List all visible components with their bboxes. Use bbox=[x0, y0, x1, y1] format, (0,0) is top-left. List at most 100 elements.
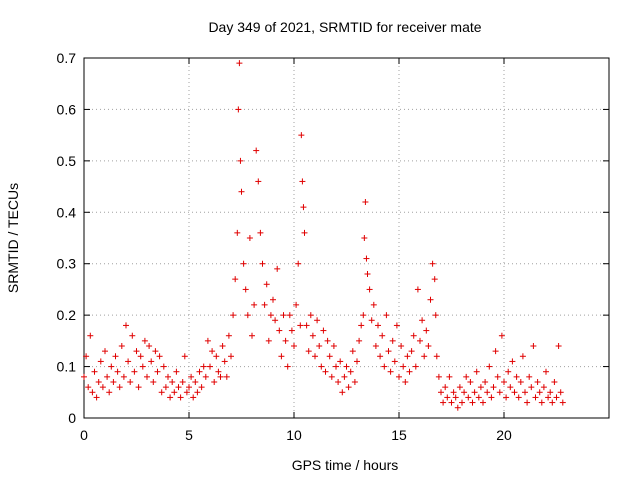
data-point bbox=[236, 60, 243, 67]
data-point bbox=[513, 373, 520, 380]
data-point bbox=[291, 343, 297, 349]
data-point bbox=[173, 368, 180, 375]
data-point bbox=[309, 332, 316, 339]
data-point bbox=[215, 368, 222, 375]
data-point bbox=[265, 337, 272, 344]
data-point bbox=[261, 301, 268, 308]
data-point bbox=[490, 384, 497, 391]
data-point bbox=[112, 353, 119, 360]
data-point bbox=[223, 373, 230, 380]
data-point bbox=[234, 229, 241, 236]
data-point bbox=[429, 260, 436, 267]
data-point bbox=[345, 384, 352, 391]
data-point bbox=[148, 358, 155, 365]
x-tick-label: 0 bbox=[80, 427, 88, 443]
data-point bbox=[312, 353, 318, 360]
data-point bbox=[219, 343, 226, 349]
data-point bbox=[503, 394, 510, 401]
data-point bbox=[99, 384, 106, 391]
y-tick-label: 0.6 bbox=[57, 101, 77, 117]
data-point bbox=[543, 368, 549, 375]
data-point bbox=[509, 358, 516, 365]
data-point bbox=[141, 337, 148, 344]
data-point bbox=[238, 188, 245, 195]
data-point bbox=[267, 312, 274, 319]
data-point bbox=[450, 389, 457, 396]
data-point bbox=[217, 373, 224, 380]
data-point bbox=[553, 394, 560, 401]
data-point bbox=[274, 265, 281, 272]
data-point bbox=[333, 363, 339, 370]
data-point bbox=[391, 358, 398, 365]
data-point bbox=[452, 394, 459, 401]
data-point bbox=[555, 343, 562, 349]
data-point bbox=[549, 399, 556, 406]
data-point bbox=[417, 337, 423, 344]
data-point bbox=[249, 332, 255, 339]
data-point bbox=[305, 348, 312, 355]
data-point bbox=[278, 353, 285, 360]
data-point bbox=[181, 353, 188, 360]
y-tick-label: 0.7 bbox=[57, 50, 77, 66]
data-point bbox=[366, 286, 373, 293]
data-point bbox=[242, 286, 249, 293]
data-point bbox=[475, 394, 482, 401]
data-point bbox=[501, 379, 507, 385]
data-point bbox=[414, 286, 421, 293]
data-point bbox=[444, 394, 451, 401]
data-point bbox=[177, 394, 184, 401]
y-tick-label: 0.4 bbox=[57, 204, 77, 220]
data-point bbox=[536, 389, 543, 396]
data-point bbox=[188, 373, 195, 380]
data-point bbox=[81, 373, 87, 380]
data-point bbox=[154, 368, 161, 375]
data-point bbox=[286, 312, 293, 319]
data-point bbox=[400, 363, 407, 370]
data-point bbox=[326, 353, 333, 360]
data-point bbox=[144, 373, 150, 380]
data-point bbox=[297, 322, 304, 329]
data-point bbox=[276, 327, 283, 334]
data-point bbox=[91, 368, 98, 375]
grid-layer bbox=[84, 58, 609, 418]
data-point bbox=[432, 312, 439, 319]
data-point bbox=[461, 389, 468, 396]
data-point bbox=[255, 178, 262, 185]
data-point bbox=[385, 348, 392, 355]
data-point bbox=[421, 353, 428, 360]
data-point bbox=[116, 384, 123, 391]
data-point bbox=[427, 296, 434, 303]
data-point bbox=[361, 235, 368, 241]
data-point bbox=[235, 106, 242, 113]
data-point bbox=[211, 379, 218, 385]
y-tick-label: 0.1 bbox=[57, 359, 77, 375]
data-point bbox=[83, 353, 90, 360]
data-point bbox=[494, 373, 501, 380]
data-point bbox=[237, 157, 244, 164]
data-point bbox=[320, 327, 327, 334]
data-point bbox=[183, 389, 190, 396]
data-point bbox=[471, 389, 478, 396]
data-point bbox=[351, 379, 358, 385]
tick-label-layer: 0 5 10 15 20 0 0.1 0.2 0.3 0.4 0.5 0.6 0.7 bbox=[57, 50, 512, 443]
data-point bbox=[284, 363, 291, 370]
y-tick-label: 0 bbox=[68, 410, 76, 426]
data-point bbox=[519, 353, 526, 360]
data-point bbox=[102, 348, 108, 355]
data-point bbox=[364, 271, 371, 277]
data-point bbox=[341, 373, 348, 380]
data-point bbox=[423, 327, 430, 334]
data-point bbox=[335, 379, 342, 385]
data-point bbox=[505, 368, 512, 375]
data-point bbox=[175, 384, 182, 391]
data-point bbox=[87, 332, 94, 339]
data-point bbox=[530, 343, 537, 349]
data-point bbox=[360, 312, 367, 319]
data-point bbox=[293, 301, 300, 308]
x-tick-label: 10 bbox=[286, 427, 302, 443]
data-point bbox=[270, 296, 276, 303]
data-point bbox=[425, 343, 432, 349]
data-point bbox=[438, 389, 444, 396]
data-point bbox=[358, 322, 365, 329]
tick-layer bbox=[83, 57, 609, 419]
